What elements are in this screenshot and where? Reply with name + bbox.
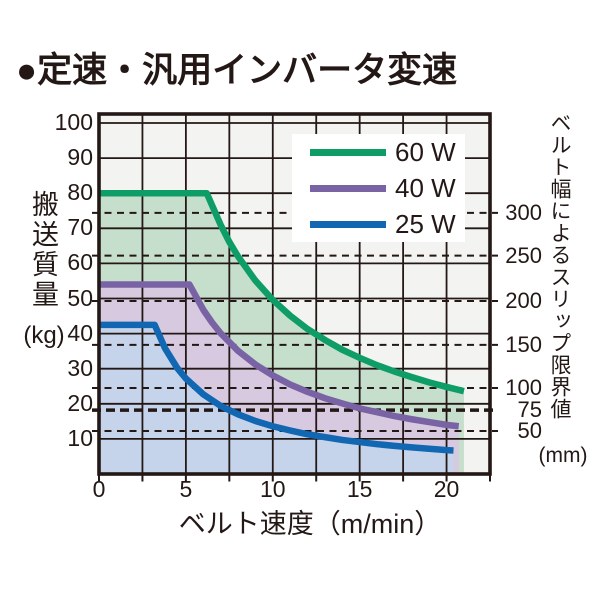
y-left-tick-70: 70	[67, 214, 93, 241]
y-right-tick-50: 50	[517, 418, 542, 443]
y-left-tick-20: 20	[67, 389, 93, 416]
legend-label: 60 W	[395, 136, 456, 167]
y-left-tick-50: 50	[67, 284, 93, 311]
y-axis-left-title: 搬送質量	[28, 190, 58, 310]
x-tick-15: 15	[346, 476, 373, 502]
legend-label: 25 W	[395, 208, 456, 239]
legend-line-swatch	[310, 184, 386, 192]
y-right-tick-300: 300	[505, 199, 542, 225]
x-tick-0: 0	[92, 476, 106, 502]
y-left-tick-60: 60	[67, 249, 93, 276]
plot-frame	[97, 112, 492, 476]
series-curve-60W	[99, 189, 465, 395]
legend-row-25W: 25 W	[292, 206, 465, 242]
series-area-25W	[99, 324, 454, 474]
legend: 60 W 40 W 25 W	[292, 134, 465, 242]
y-right-tick-200: 200	[505, 287, 542, 313]
x-tick-10: 10	[259, 476, 286, 502]
legend-row-60W: 60 W	[292, 134, 465, 170]
series-curve-40W	[99, 281, 460, 430]
y-right-tick-100: 100	[505, 375, 542, 400]
legend-line-swatch	[310, 220, 386, 228]
y-left-tick-10: 10	[67, 424, 93, 451]
legend-line-swatch	[310, 148, 386, 156]
x-tick-20: 20	[433, 476, 460, 502]
y-left-tick-90: 90	[67, 144, 93, 171]
x-axis-title: ベルト速度（m/min）	[178, 509, 442, 539]
y-axis-right-title: ベルト幅によるスリップ限界値	[548, 112, 571, 420]
legend-row-40W: 40 W	[292, 170, 465, 206]
page-title: ●定速・汎用インバータ変速	[16, 51, 458, 90]
x-tick-5: 5	[179, 476, 193, 502]
y-right-tick-250: 250	[505, 242, 542, 268]
y-left-tick-30: 30	[67, 354, 93, 381]
y-left-tick-100: 100	[54, 109, 93, 135]
y-left-tick-80: 80	[67, 179, 93, 206]
y-right-tick-75: 75	[517, 397, 542, 423]
y-left-tick-40: 40	[67, 319, 93, 346]
y-axis-left-unit: (kg)	[23, 322, 65, 349]
legend-label: 40 W	[395, 172, 456, 203]
series-curve-25W	[99, 321, 454, 454]
y-right-tick-150: 150	[505, 331, 542, 357]
y-axis-right-unit: (mm)	[538, 444, 588, 467]
